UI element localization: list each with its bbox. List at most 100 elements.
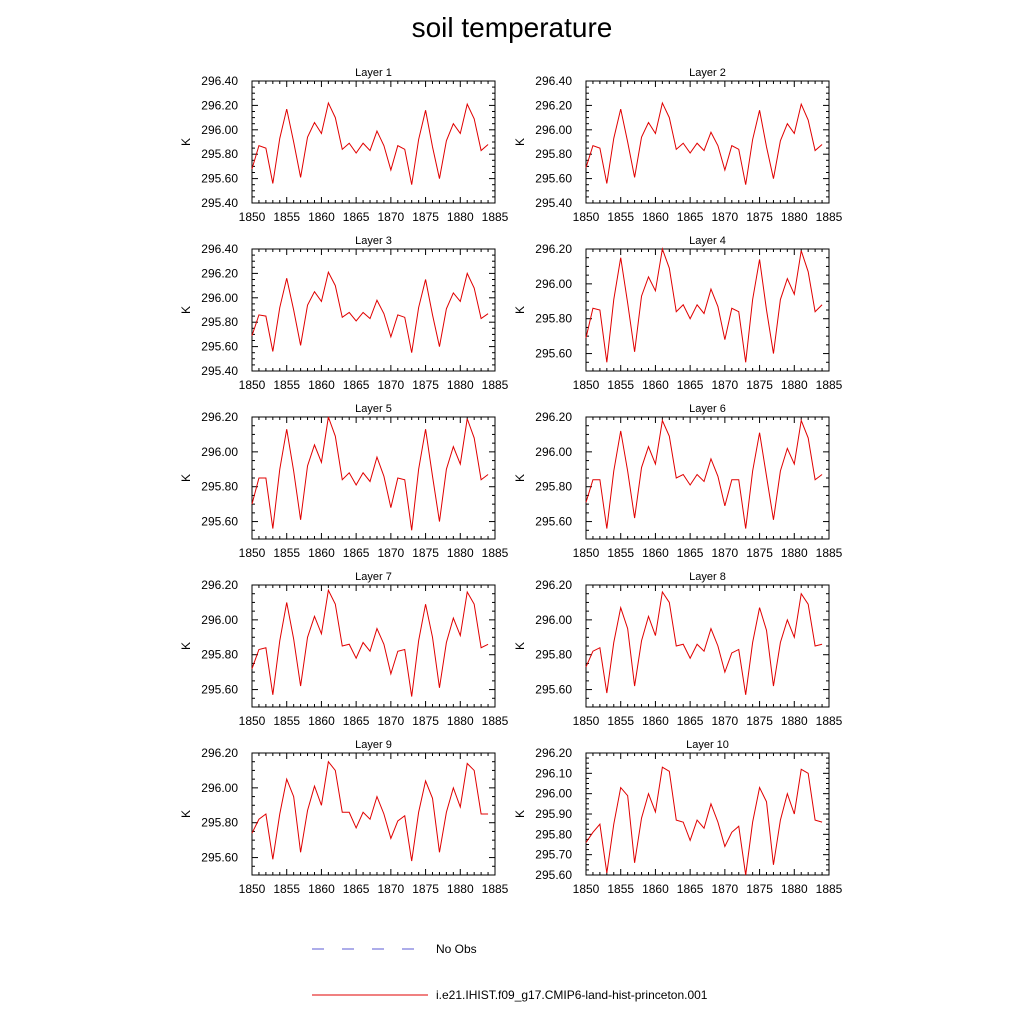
y-tick-label: 295.60 (535, 172, 572, 186)
x-tick-label: 1855 (607, 882, 634, 896)
y-tick-label: 295.80 (535, 147, 572, 161)
panel-layer-1: Layer 1 K 1850 1855 1860 1865 1870 1875 1880 1885… (179, 67, 509, 224)
y-axis-label: K (513, 810, 527, 818)
series-line (585, 101, 823, 185)
y-tick-label: 295.80 (201, 147, 238, 161)
x-tick-label: 1870 (378, 210, 405, 224)
x-tick-label: 1865 (343, 378, 370, 392)
x-tick-label: 1885 (482, 546, 509, 560)
y-tick-label: 295.40 (201, 364, 238, 378)
y-tick-label: 296.00 (201, 613, 238, 627)
y-tick-label: 296.20 (201, 98, 238, 112)
x-tick-label: 1870 (378, 882, 405, 896)
y-tick-label: 295.60 (535, 515, 572, 529)
x-tick-label: 1850 (573, 882, 600, 896)
panel-title: Layer 10 (686, 739, 729, 751)
y-tick-label: 296.00 (201, 781, 238, 795)
x-tick-label: 1885 (816, 378, 843, 392)
y-axis-label: K (179, 138, 193, 146)
x-tick-label: 1865 (677, 714, 704, 728)
panel-title: Layer 2 (689, 67, 726, 79)
x-tick-label: 1870 (378, 546, 405, 560)
y-axis-label: K (179, 306, 193, 314)
x-tick-label: 1875 (746, 882, 773, 896)
x-tick-label: 1855 (273, 378, 300, 392)
panel-layer-8: Layer 8 K 1850 1855 1860 1865 1870 1875 1880 1885… (513, 571, 843, 728)
y-tick-label: 295.80 (535, 480, 572, 494)
plot-frame (585, 752, 830, 876)
x-tick-label: 1875 (412, 210, 439, 224)
panel-title: Layer 4 (689, 235, 726, 247)
x-tick-label: 1870 (712, 546, 739, 560)
y-tick-label: 296.00 (535, 277, 572, 291)
x-tick-label: 1860 (308, 882, 335, 896)
y-tick-label: 295.80 (201, 816, 238, 830)
panel-layer-5: Layer 5 K 1850 1855 1860 1865 1870 1875 1880 1885… (179, 403, 509, 560)
plot-frame (251, 416, 496, 540)
x-tick-label: 1865 (677, 210, 704, 224)
y-tick-label: 295.40 (201, 196, 238, 210)
y-axis-label: K (179, 474, 193, 482)
x-tick-label: 1870 (378, 714, 405, 728)
y-axis-label: K (513, 642, 527, 650)
y-tick-label: 296.20 (535, 242, 572, 256)
y-tick-label: 296.00 (201, 291, 238, 305)
y-tick-label: 296.00 (535, 787, 572, 801)
panel-title: Layer 9 (355, 739, 392, 751)
plot-frame (585, 584, 830, 708)
x-tick-label: 1855 (607, 714, 634, 728)
panel-layer-7: Layer 7 K 1850 1855 1860 1865 1870 1875 1880 1885… (179, 571, 509, 728)
chart-title: soil temperature (411, 12, 613, 43)
y-tick-label: 295.60 (201, 340, 238, 354)
x-tick-label: 1870 (712, 378, 739, 392)
y-axis-label: K (179, 810, 193, 818)
y-tick-label: 295.60 (201, 172, 238, 186)
x-tick-label: 1860 (642, 210, 669, 224)
x-tick-label: 1880 (781, 378, 808, 392)
x-tick-label: 1880 (447, 882, 474, 896)
plot-frame (251, 752, 496, 876)
x-tick-label: 1865 (677, 882, 704, 896)
y-axis-label: K (179, 642, 193, 650)
series-line (585, 766, 823, 876)
y-tick-label: 295.60 (201, 683, 238, 697)
y-tick-label: 295.40 (535, 196, 572, 210)
x-tick-label: 1855 (607, 210, 634, 224)
panel-title: Layer 5 (355, 403, 392, 415)
y-tick-label: 296.00 (201, 123, 238, 137)
x-tick-label: 1875 (746, 714, 773, 728)
panel-title: Layer 3 (355, 235, 392, 247)
x-tick-label: 1880 (781, 546, 808, 560)
x-tick-label: 1885 (816, 714, 843, 728)
x-tick-label: 1885 (816, 546, 843, 560)
x-tick-label: 1850 (573, 546, 600, 560)
x-tick-label: 1870 (712, 882, 739, 896)
y-tick-label: 295.70 (535, 848, 572, 862)
x-tick-label: 1875 (412, 714, 439, 728)
x-tick-label: 1880 (447, 378, 474, 392)
y-tick-label: 296.20 (535, 746, 572, 760)
x-tick-label: 1860 (642, 546, 669, 560)
x-tick-label: 1885 (482, 210, 509, 224)
x-tick-label: 1875 (412, 546, 439, 560)
y-tick-label: 295.80 (535, 312, 572, 326)
x-tick-label: 1860 (308, 210, 335, 224)
y-tick-label: 296.20 (201, 578, 238, 592)
x-tick-label: 1880 (447, 210, 474, 224)
panel-layer-9: Layer 9 K 1850 1855 1860 1865 1870 1875 1880 1885… (179, 739, 509, 896)
y-tick-label: 296.40 (201, 242, 238, 256)
series-line (585, 590, 823, 695)
x-tick-label: 1865 (343, 210, 370, 224)
panel-layer-10: Layer 10 K 1850 1855 1860 1865 1870 1875 1880 188… (513, 739, 843, 896)
x-tick-label: 1880 (781, 210, 808, 224)
series-line (251, 588, 489, 697)
panel-layer-6: Layer 6 K 1850 1855 1860 1865 1870 1875 1880 1885… (513, 403, 843, 560)
plot-frame (585, 416, 830, 540)
y-tick-label: 295.80 (201, 315, 238, 329)
panel-layer-4: Layer 4 K 1850 1855 1860 1865 1870 1875 1880 1885… (513, 235, 843, 392)
y-axis-label: K (513, 474, 527, 482)
x-tick-label: 1860 (308, 378, 335, 392)
y-tick-label: 295.60 (535, 347, 572, 361)
x-tick-label: 1865 (677, 546, 704, 560)
panel-title: Layer 7 (355, 571, 392, 583)
